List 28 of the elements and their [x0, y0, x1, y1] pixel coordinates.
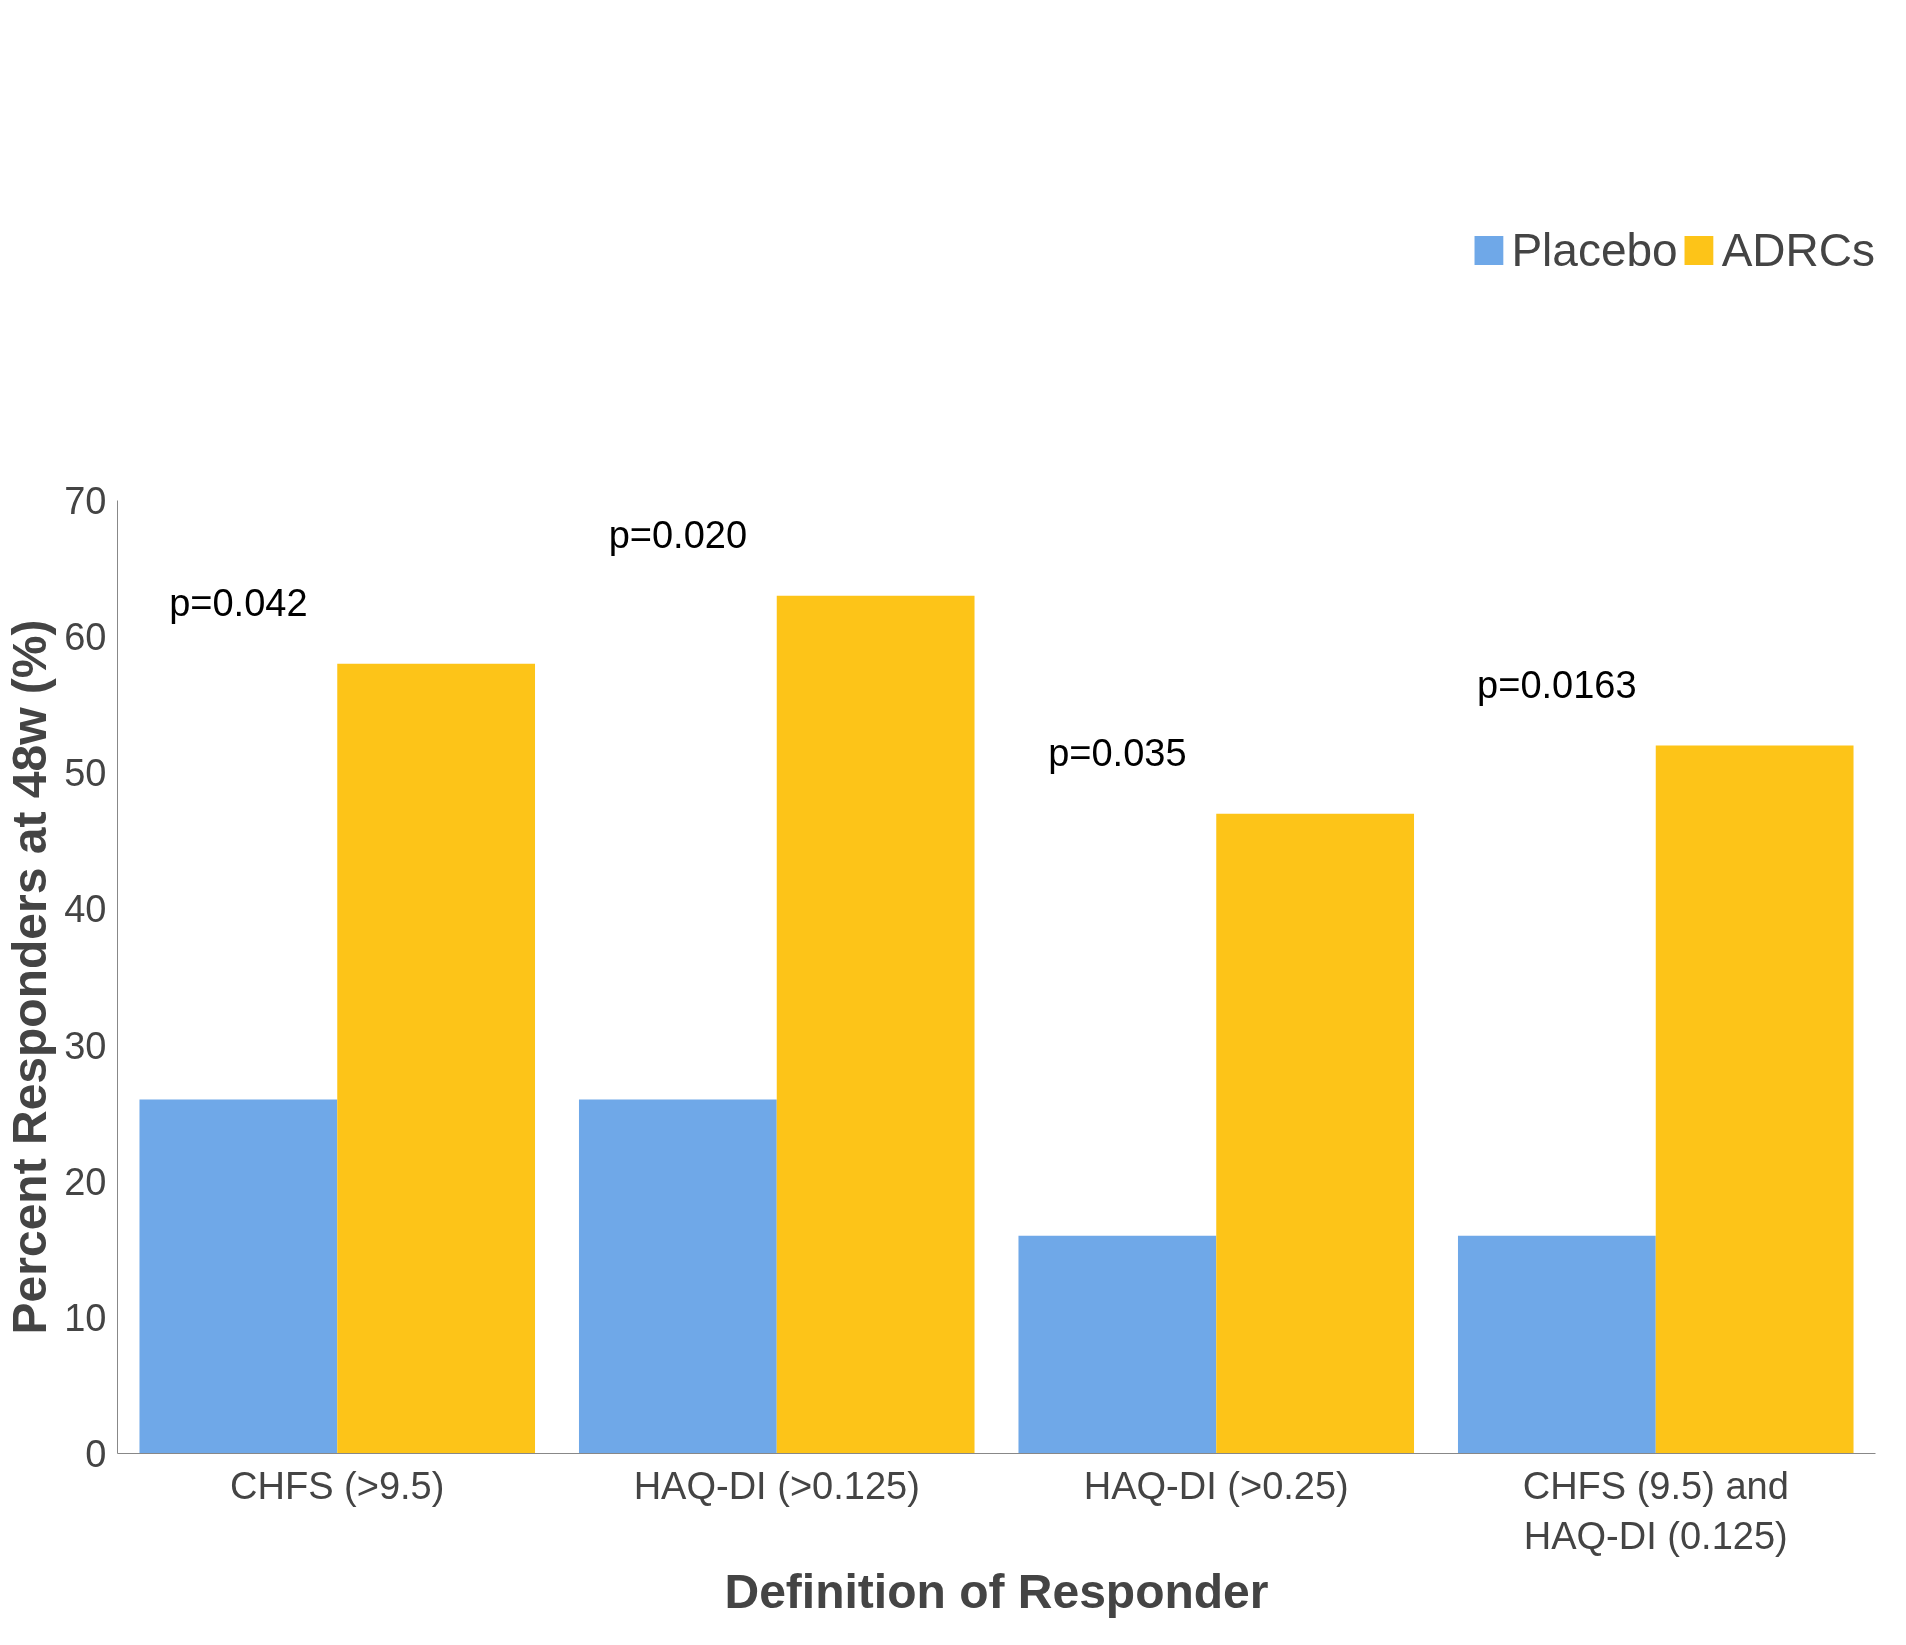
- bar: [1457, 1235, 1656, 1454]
- bar: [1655, 745, 1854, 1454]
- x-tick-label: CHFS (>9.5): [230, 1464, 445, 1507]
- y-tick-label: 40: [64, 888, 107, 931]
- x-tick-label: CHFS (9.5) and HAQ-DI (0.125): [1522, 1464, 1789, 1557]
- x-axis-title: Definition of Responder: [724, 1564, 1269, 1618]
- bar: [139, 1099, 338, 1454]
- y-tick-label: 20: [64, 1160, 107, 1203]
- bar: [337, 663, 536, 1454]
- annotation: p=0.042: [169, 581, 308, 624]
- y-tick-label: 60: [64, 616, 107, 659]
- bar: [1018, 1235, 1217, 1454]
- y-tick-label: 0: [85, 1433, 107, 1475]
- bar: [1216, 813, 1415, 1454]
- annotation: p=0.0163: [1477, 663, 1637, 706]
- x-tick-label: HAQ-DI (>0.25): [1083, 1464, 1349, 1507]
- y-tick-label: 70: [64, 480, 107, 522]
- bar: [578, 1099, 777, 1454]
- y-tick-label: 10: [64, 1296, 107, 1339]
- y-tick-label: 50: [64, 752, 107, 795]
- annotation: p=0.020: [608, 513, 748, 556]
- x-tick-label: HAQ-DI (>0.125): [633, 1464, 920, 1507]
- legend-label: ADRCs: [1721, 223, 1875, 277]
- legend-label: Placebo: [1511, 223, 1678, 277]
- y-tick-label: 30: [64, 1024, 107, 1067]
- bar: [776, 595, 975, 1454]
- y-axis-title: Percent Responders at 48w (%): [3, 619, 57, 1335]
- annotation: p=0.035: [1048, 731, 1187, 774]
